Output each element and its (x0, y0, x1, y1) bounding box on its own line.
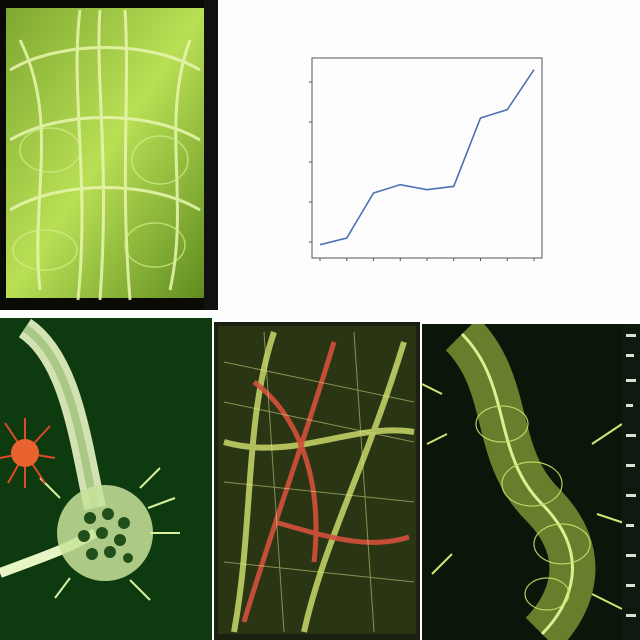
series-line-0 (319, 69, 535, 246)
specimen-illustration (6, 0, 218, 310)
specimen-illustration (0, 318, 212, 640)
chart-card (220, 0, 640, 318)
axis-ticks (309, 81, 535, 261)
plot-frame (311, 57, 543, 259)
specimen-image-bottom-right (422, 324, 640, 640)
specimen-illustration (214, 322, 420, 640)
specimen-image-bottom-middle (214, 322, 420, 640)
series-layer (319, 69, 535, 246)
line-chart (309, 57, 543, 261)
specimen-image-bottom-left (0, 318, 212, 640)
specimen-illustration (422, 324, 640, 640)
specimen-image-top-left (0, 0, 218, 310)
